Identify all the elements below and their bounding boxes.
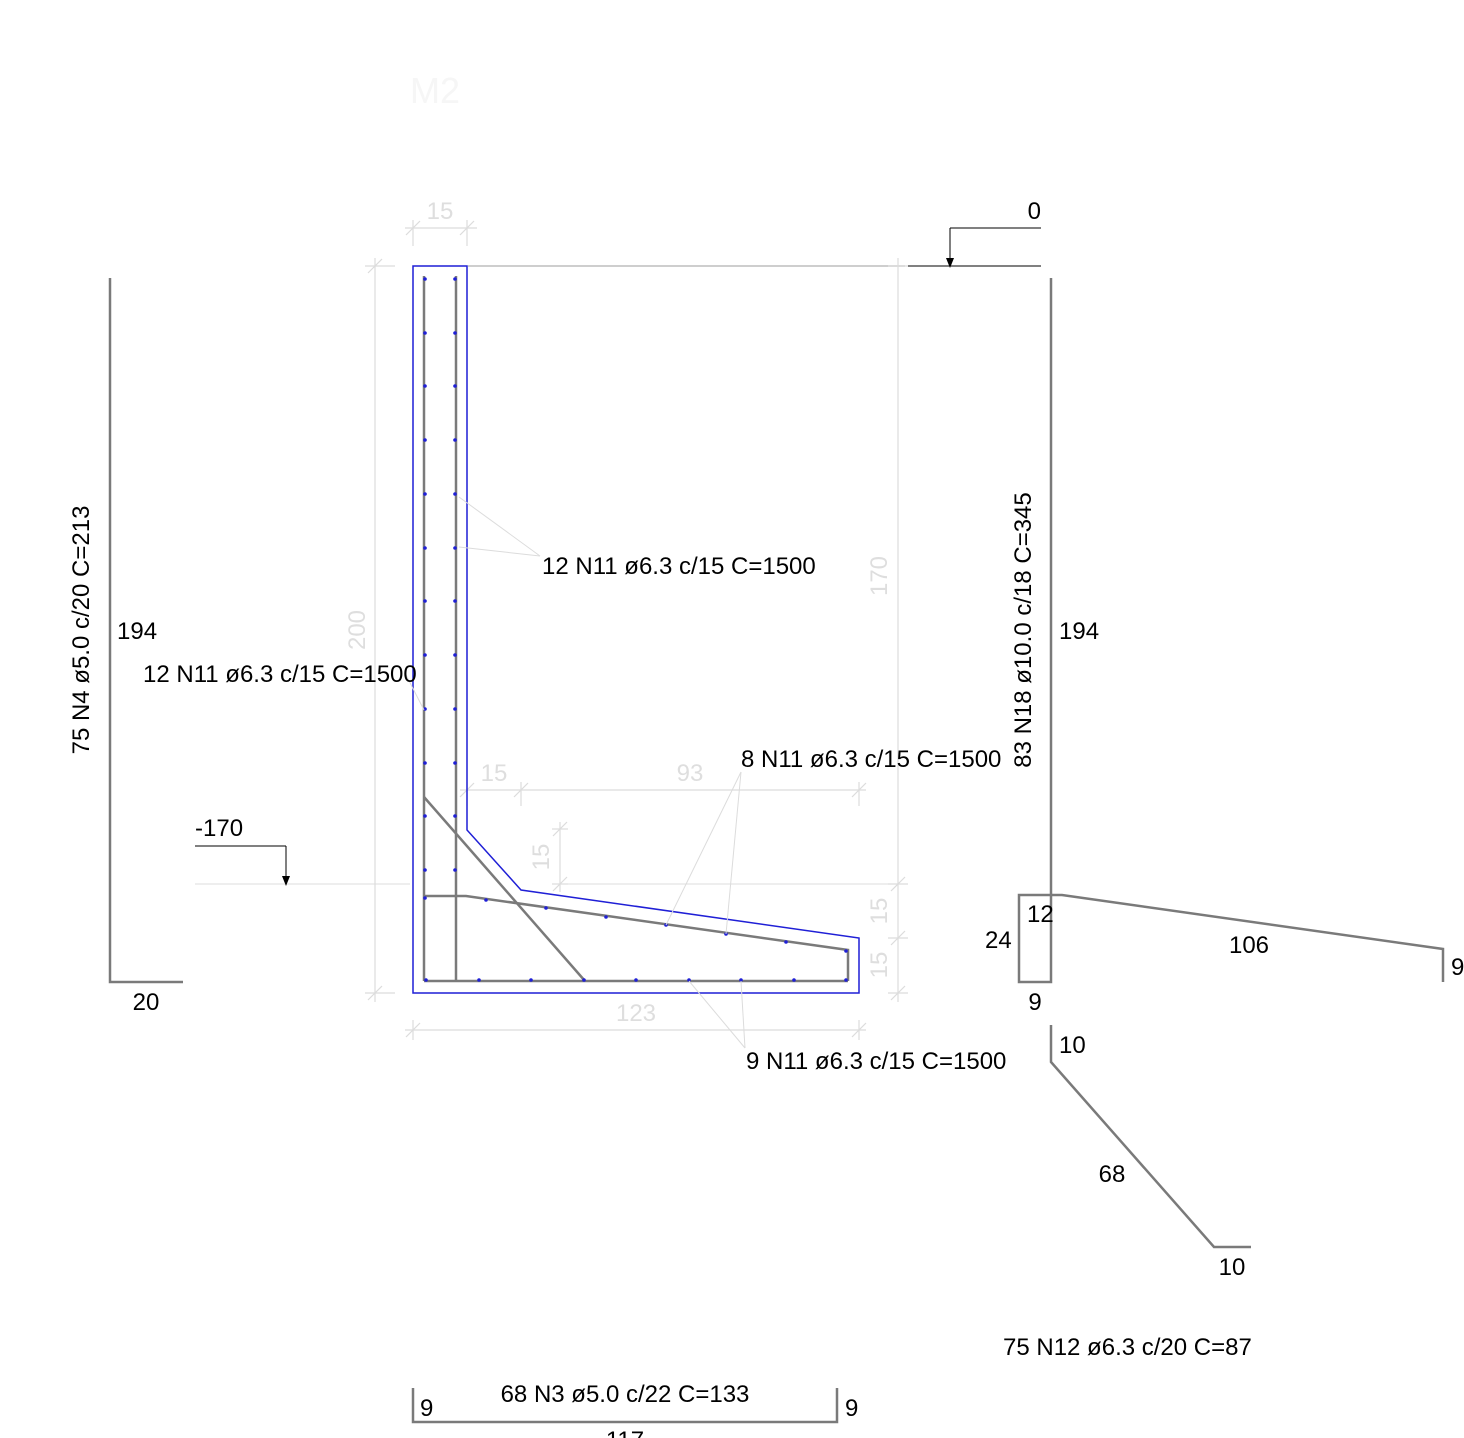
concrete-section-outline xyxy=(412,265,860,994)
bar-n3-length: 117 xyxy=(606,1427,644,1438)
bar-n3-left: 9 xyxy=(420,1395,433,1422)
callout-wall-outer: 12 N11 ø6.3 c/15 C=1500 xyxy=(143,661,417,688)
dim-haunch: 15 xyxy=(528,844,555,871)
dimension-lines xyxy=(365,220,908,1040)
bar-n18-hook-b: 24 xyxy=(985,927,1012,954)
drawing-title: M2 xyxy=(410,70,460,111)
section-rebars xyxy=(422,276,850,983)
bar-n12-bottom: 10 xyxy=(1219,1254,1246,1281)
bar-schedule-n18: 83 N18 ø10.0 c/18 C=345 194 12 24 9 106 … xyxy=(985,278,1464,1016)
dim-stem-height: 170 xyxy=(866,556,893,596)
bar-n18-hook-a: 12 xyxy=(1027,901,1054,928)
elevation-marker-bottom: -170 xyxy=(195,815,905,886)
distribution-bar-dots xyxy=(423,277,848,982)
bar-n18-end: 9 xyxy=(1451,954,1464,981)
bar-schedule-n4: 75 N4 ø5.0 c/20 C=213 194 20 xyxy=(68,278,183,1016)
dim-slab-lower: 15 xyxy=(866,952,893,979)
bar-n4-foot: 20 xyxy=(133,989,160,1016)
elevation-top-label: 0 xyxy=(1028,198,1041,225)
dim-wall-thickness: 15 xyxy=(427,198,454,225)
dim-heel-wall: 15 xyxy=(481,760,508,787)
dim-wall-height: 200 xyxy=(344,610,371,650)
bar-n3-label: 68 N3 ø5.0 c/22 C=133 xyxy=(501,1381,750,1408)
elevation-marker-top: 0 xyxy=(905,198,1041,268)
bar-n4-height: 194 xyxy=(117,618,157,645)
dim-slab-upper: 15 xyxy=(866,898,893,925)
leader-lines xyxy=(404,496,746,1049)
bar-schedule-n3: 9 9 68 N3 ø5.0 c/22 C=133 117 xyxy=(411,1381,858,1438)
callout-wall-inner: 12 N11 ø6.3 c/15 C=1500 xyxy=(542,553,816,580)
dim-heel-length: 93 xyxy=(677,760,704,787)
bar-n4-label: 75 N4 ø5.0 c/20 C=213 xyxy=(68,506,95,755)
bar-n3-right: 9 xyxy=(845,1395,858,1422)
callout-slab-bottom: 9 N11 ø6.3 c/15 C=1500 xyxy=(746,1048,1006,1075)
dim-base-width: 123 xyxy=(616,1000,656,1027)
bar-n12-label: 75 N12 ø6.3 c/20 C=87 xyxy=(1003,1334,1252,1361)
bar-n18-label: 83 N18 ø10.0 c/18 C=345 xyxy=(1010,492,1037,768)
bar-n18-height: 194 xyxy=(1059,618,1099,645)
bar-n18-run: 106 xyxy=(1229,932,1269,959)
bar-schedule-n12: 10 68 10 75 N12 ø6.3 c/20 C=87 xyxy=(1003,1025,1252,1361)
callout-slab-top: 8 N11 ø6.3 c/15 C=1500 xyxy=(741,746,1001,773)
elevation-bottom-label: -170 xyxy=(195,815,243,842)
bar-n12-diag: 68 xyxy=(1099,1161,1126,1188)
bar-n12-top: 10 xyxy=(1059,1032,1086,1059)
bar-n18-hook-c: 9 xyxy=(1028,989,1041,1016)
